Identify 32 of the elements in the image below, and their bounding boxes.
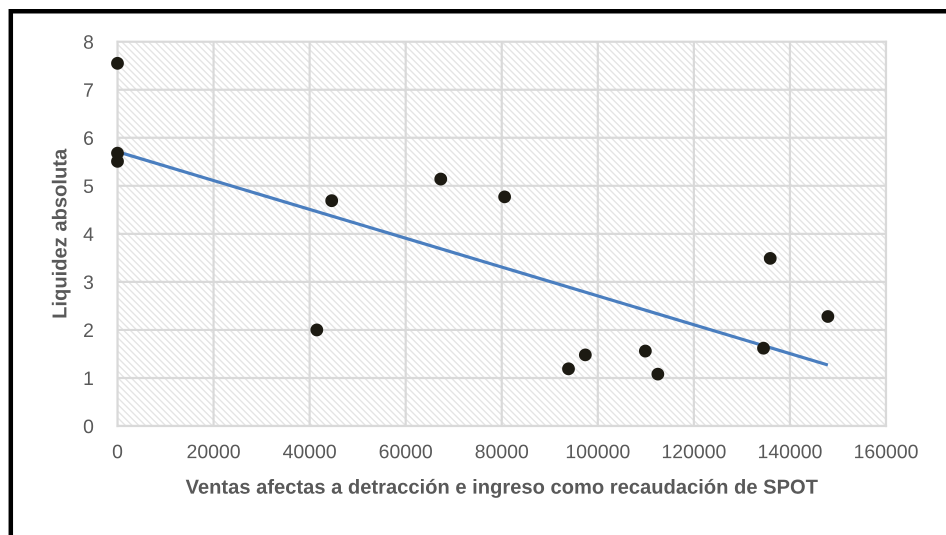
x-tick-label: 140000	[758, 444, 822, 458]
y-tick-label: 4	[84, 228, 94, 241]
x-tick-label: 120000	[662, 444, 726, 458]
point	[562, 362, 575, 376]
point	[111, 56, 124, 70]
x-tick-label: 20000	[188, 444, 240, 458]
point	[498, 190, 512, 204]
x-tick-label: 80000	[476, 444, 528, 458]
point	[757, 342, 770, 355]
y-tick-label: 5	[84, 179, 94, 194]
x-tick-label: 40000	[283, 444, 336, 458]
y-tick-label: 7	[84, 83, 93, 97]
y-tick-label: 1	[84, 372, 93, 386]
y-tick-label: 6	[84, 131, 94, 146]
y-tick-label: 0	[84, 419, 94, 434]
y-tick-label: 2	[84, 323, 93, 337]
point	[821, 310, 834, 323]
point	[310, 324, 324, 336]
x-tick-label: 0	[112, 444, 122, 458]
x-axis-title: Ventas afectas a detracción e ingreso como recaudación de SPOT	[186, 478, 818, 498]
x-tick-label: 60000	[380, 444, 432, 458]
point	[578, 348, 592, 362]
x-tick-label: 100000	[566, 444, 630, 458]
point	[651, 368, 664, 381]
y-tick-label: 8	[84, 35, 94, 49]
point	[325, 194, 338, 208]
x-tick-label: 160000	[855, 444, 918, 458]
point	[764, 252, 777, 265]
point	[434, 172, 448, 186]
point	[638, 344, 652, 358]
y-tick-label: 3	[84, 275, 94, 290]
y-axis-title: Liquidez absoluta	[52, 148, 71, 318]
